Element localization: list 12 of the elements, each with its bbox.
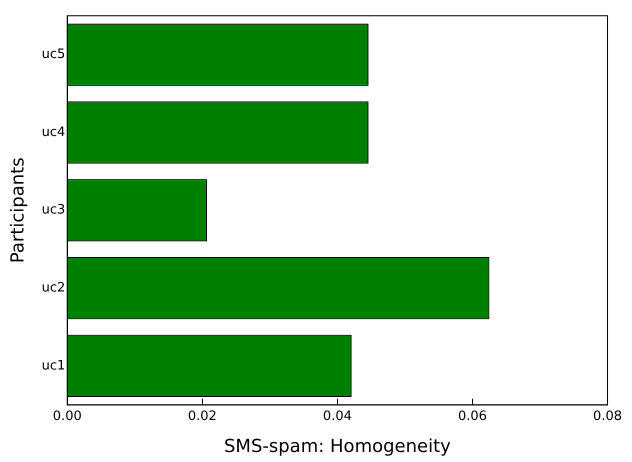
y-tick-label: uc3 [42, 202, 66, 218]
x-tick-label: 0.00 [52, 408, 82, 424]
x-tick-label: 0.06 [458, 408, 487, 424]
x-tick-label: 0.02 [188, 408, 217, 424]
y-tick-label: uc2 [42, 280, 66, 296]
y-tick-label: uc1 [42, 358, 66, 374]
y-tick-label: uc5 [42, 47, 66, 62]
y-axis-title: Participants [7, 157, 28, 264]
y-tick-label: uc4 [42, 124, 66, 140]
x-tick-label: 0.08 [593, 408, 622, 424]
x-tick-label: 0.04 [322, 408, 352, 424]
x-axis-title: SMS-spam: Homogeneity [224, 436, 452, 457]
